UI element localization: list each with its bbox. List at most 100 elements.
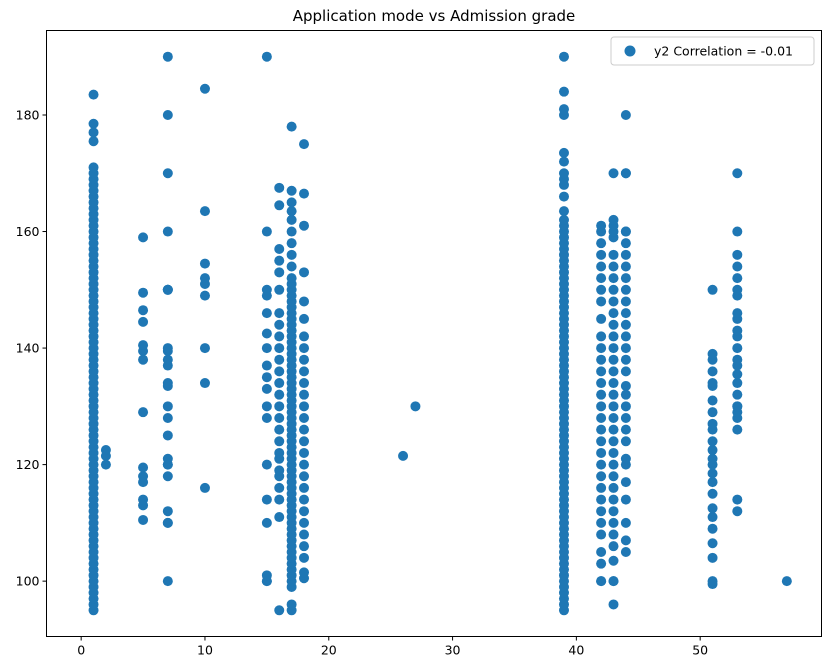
data-point — [274, 284, 285, 295]
data-point — [596, 412, 607, 423]
data-point — [558, 214, 569, 225]
data-point — [707, 503, 718, 514]
data-point — [707, 488, 718, 499]
y-tick-label: 100 — [16, 574, 40, 589]
data-point — [608, 261, 619, 272]
data-point — [261, 226, 272, 237]
data-point — [162, 378, 173, 389]
data-point — [596, 261, 607, 272]
data-point — [732, 226, 743, 237]
data-point — [620, 238, 631, 249]
data-point — [299, 389, 310, 400]
data-point — [608, 366, 619, 377]
data-point — [286, 121, 297, 132]
data-point — [138, 305, 149, 316]
data-point — [274, 182, 285, 193]
data-point — [261, 51, 272, 62]
data-point — [596, 366, 607, 377]
data-point — [608, 576, 619, 587]
x-tick-label: 20 — [321, 643, 337, 658]
data-point — [261, 343, 272, 354]
data-point — [398, 450, 409, 461]
data-point — [608, 529, 619, 540]
data-point — [261, 308, 272, 319]
data-point — [620, 494, 631, 505]
data-point — [274, 366, 285, 377]
data-point — [299, 494, 310, 505]
data-point — [100, 445, 111, 456]
data-point — [286, 185, 297, 196]
data-point — [707, 366, 718, 377]
data-point — [707, 523, 718, 534]
data-point — [286, 273, 297, 284]
chart-title: Application mode vs Admission grade — [293, 7, 576, 25]
x-tick-label: 10 — [197, 643, 213, 658]
data-point — [162, 471, 173, 482]
data-point — [299, 436, 310, 447]
data-point — [274, 412, 285, 423]
data-point — [732, 354, 743, 365]
data-point — [199, 273, 210, 284]
plot-area — [46, 30, 822, 637]
data-point — [608, 401, 619, 412]
data-point — [299, 424, 310, 435]
data-point — [261, 401, 272, 412]
data-point — [596, 343, 607, 354]
data-point — [299, 220, 310, 231]
data-point — [299, 541, 310, 552]
data-point — [620, 284, 631, 295]
data-point — [620, 380, 631, 391]
y-tick-label: 160 — [16, 224, 40, 239]
data-point — [620, 319, 631, 330]
legend: y2 Correlation = -0.01 — [610, 36, 815, 66]
data-point — [608, 331, 619, 342]
data-point — [199, 482, 210, 493]
data-point — [286, 226, 297, 237]
data-point — [162, 168, 173, 179]
data-point — [596, 220, 607, 231]
data-point — [608, 354, 619, 365]
data-point — [299, 343, 310, 354]
data-point — [596, 447, 607, 458]
data-point — [620, 412, 631, 423]
data-point — [162, 284, 173, 295]
data-point — [620, 343, 631, 354]
data-point — [286, 214, 297, 225]
data-point — [620, 517, 631, 528]
data-point — [162, 576, 173, 587]
data-point — [707, 284, 718, 295]
data-point — [596, 401, 607, 412]
data-point — [596, 506, 607, 517]
data-point — [88, 162, 99, 173]
data-point — [274, 389, 285, 400]
data-point — [781, 576, 792, 587]
x-tick-label: 0 — [77, 643, 85, 658]
data-point — [274, 200, 285, 211]
data-point — [286, 197, 297, 208]
data-point — [286, 249, 297, 260]
data-point — [100, 459, 111, 470]
data-point — [596, 238, 607, 249]
data-point — [596, 459, 607, 470]
data-point — [608, 343, 619, 354]
data-point — [138, 407, 149, 418]
data-point — [608, 389, 619, 400]
data-point — [707, 407, 718, 418]
data-point — [596, 331, 607, 342]
data-point — [162, 430, 173, 441]
data-point — [299, 459, 310, 470]
data-point — [608, 319, 619, 330]
data-point — [162, 343, 173, 354]
data-point — [608, 555, 619, 566]
x-tick-label: 30 — [445, 643, 461, 658]
data-point — [608, 494, 619, 505]
data-point — [274, 512, 285, 523]
data-point — [286, 261, 297, 272]
data-point — [596, 494, 607, 505]
data-point — [299, 139, 310, 150]
data-point — [199, 258, 210, 269]
data-point — [596, 436, 607, 447]
data-point — [558, 147, 569, 158]
data-point — [138, 316, 149, 327]
